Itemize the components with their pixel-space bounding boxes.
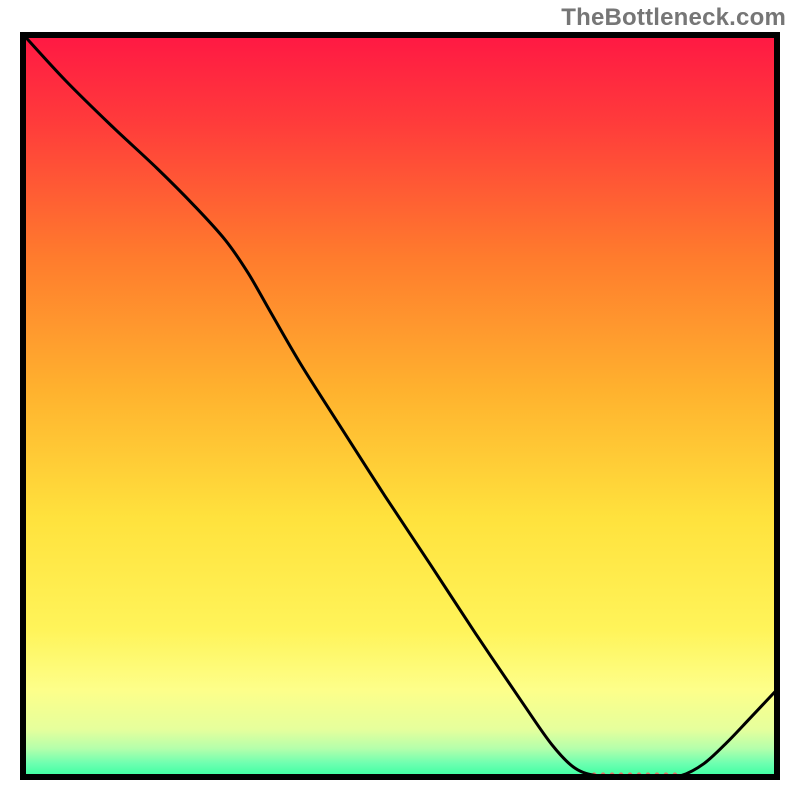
bottleneck-chart xyxy=(20,32,780,780)
chart-area xyxy=(20,32,780,780)
chart-background-gradient xyxy=(20,32,780,780)
watermark-text: TheBottleneck.com xyxy=(561,4,786,32)
